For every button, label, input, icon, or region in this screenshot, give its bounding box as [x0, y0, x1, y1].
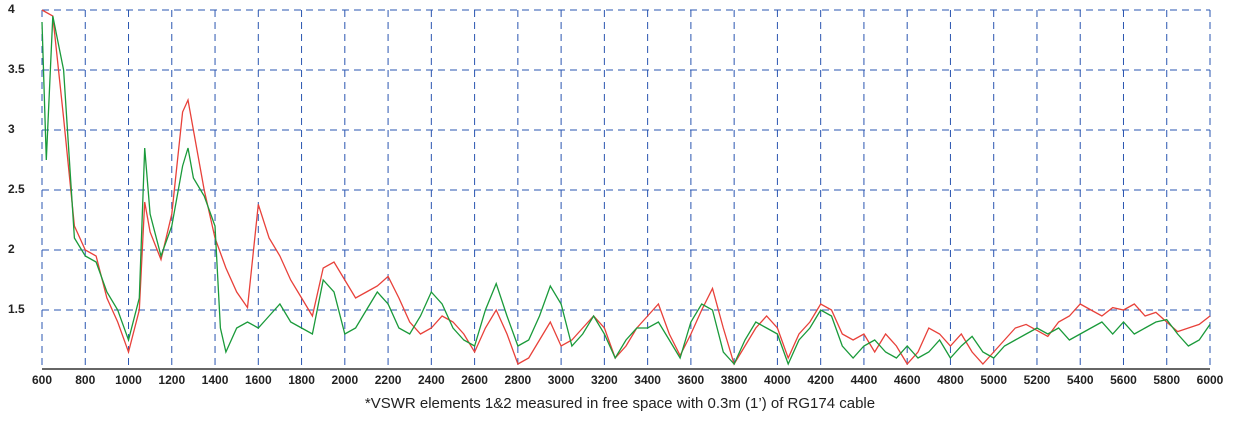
x-tick-label: 800 — [75, 373, 95, 387]
x-tick-label: 1600 — [245, 373, 272, 387]
series-line — [41, 15, 1211, 366]
x-tick-label: 600 — [32, 373, 52, 387]
x-tick-label: 2200 — [375, 373, 402, 387]
x-tick-label: 6000 — [1197, 373, 1224, 387]
y-tick-label: 3.5 — [8, 62, 25, 76]
x-tick-label: 4600 — [894, 373, 921, 387]
x-tick-label: 4400 — [851, 373, 878, 387]
x-tick-label: 1800 — [288, 373, 315, 387]
x-tick-label: 2600 — [461, 373, 488, 387]
x-tick-label: 3400 — [634, 373, 661, 387]
x-tick-label: 3200 — [591, 373, 618, 387]
x-tick-label: 3800 — [721, 373, 748, 387]
x-tick-label: 1200 — [158, 373, 185, 387]
x-tick-label: 4200 — [807, 373, 834, 387]
y-tick-label: 3 — [8, 122, 15, 136]
x-tick-label: 5400 — [1067, 373, 1094, 387]
series-line — [41, 9, 1211, 366]
x-tick-label: 5600 — [1110, 373, 1137, 387]
x-tick-label: 5200 — [1024, 373, 1051, 387]
x-tick-label: 3000 — [548, 373, 575, 387]
x-tick-label: 5000 — [980, 373, 1007, 387]
x-tick-label: 2400 — [418, 373, 445, 387]
caption: *VSWR elements 1&2 measured in free spac… — [365, 395, 875, 412]
x-tick-label: 4800 — [937, 373, 964, 387]
x-tick-label: 2000 — [331, 373, 358, 387]
y-tick-label: 2.5 — [8, 182, 25, 196]
x-tick-label: 1000 — [115, 373, 142, 387]
x-tick-label: 3600 — [678, 373, 705, 387]
x-tick-label: 2800 — [505, 373, 532, 387]
y-tick-label: 4 — [8, 2, 15, 16]
x-tick-label: 1400 — [202, 373, 229, 387]
y-tick-label: 1.5 — [8, 302, 25, 316]
y-tick-label: 2 — [8, 242, 15, 256]
x-tick-label: 4000 — [764, 373, 791, 387]
x-tick-label: 5800 — [1153, 373, 1180, 387]
